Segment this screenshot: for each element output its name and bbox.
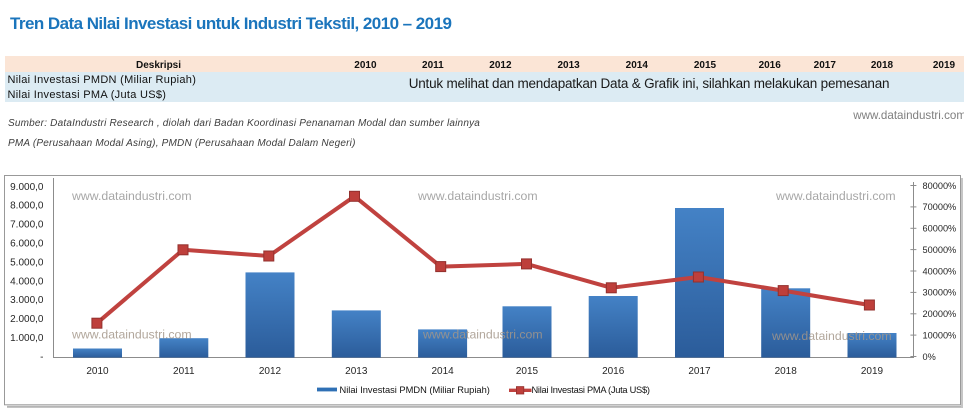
svg-text:2010: 2010 — [86, 366, 109, 377]
svg-text:80000%: 80000% — [923, 181, 957, 191]
svg-text:0%: 0% — [923, 352, 936, 362]
svg-text:2.000,0: 2.000,0 — [10, 314, 44, 325]
svg-text:6.000,0: 6.000,0 — [10, 239, 44, 250]
svg-text:9.000,0: 9.000,0 — [10, 182, 44, 193]
svg-text:Nilai Investasi PMA (Juta US$): Nilai Investasi PMA (Juta US$) — [532, 385, 650, 395]
svg-text:-: - — [40, 352, 43, 363]
svg-text:2013: 2013 — [345, 366, 368, 377]
svg-text:5.000,0: 5.000,0 — [10, 257, 44, 268]
svg-text:1.000,0: 1.000,0 — [10, 333, 44, 344]
svg-text:2015: 2015 — [516, 366, 539, 377]
svg-text:2019: 2019 — [861, 366, 884, 377]
svg-text:www.dataindustri.com: www.dataindustri.com — [775, 189, 896, 203]
svg-text:8.000,0: 8.000,0 — [10, 201, 44, 212]
svg-text:50000%: 50000% — [923, 245, 957, 255]
svg-text:60000%: 60000% — [923, 224, 957, 234]
svg-text:30000%: 30000% — [923, 288, 957, 298]
svg-text:2017: 2017 — [688, 366, 711, 377]
svg-text:2012: 2012 — [259, 366, 282, 377]
svg-text:www.dataindustri.com: www.dataindustri.com — [71, 189, 192, 203]
svg-text:40000%: 40000% — [923, 266, 957, 276]
svg-text:www.dataindustri.com: www.dataindustri.com — [422, 328, 543, 342]
svg-text:2011: 2011 — [173, 366, 195, 377]
svg-text:10000%: 10000% — [923, 330, 957, 340]
svg-text:2014: 2014 — [431, 366, 454, 377]
svg-text:www.dataindustri.com: www.dataindustri.com — [71, 328, 192, 342]
svg-text:3.000,0: 3.000,0 — [10, 295, 44, 306]
svg-text:www.dataindustri.com: www.dataindustri.com — [771, 329, 892, 343]
svg-text:Nilai Investasi PMDN (Miliar R: Nilai Investasi PMDN (Miliar Rupiah) — [340, 385, 490, 395]
svg-text:4.000,0: 4.000,0 — [10, 276, 44, 287]
svg-text:2018: 2018 — [775, 366, 798, 377]
svg-text:www.dataindustri.com: www.dataindustri.com — [417, 189, 538, 203]
svg-text:2016: 2016 — [602, 366, 625, 377]
svg-text:7.000,0: 7.000,0 — [10, 220, 44, 231]
svg-text:70000%: 70000% — [923, 202, 957, 212]
svg-text:20000%: 20000% — [923, 309, 957, 319]
